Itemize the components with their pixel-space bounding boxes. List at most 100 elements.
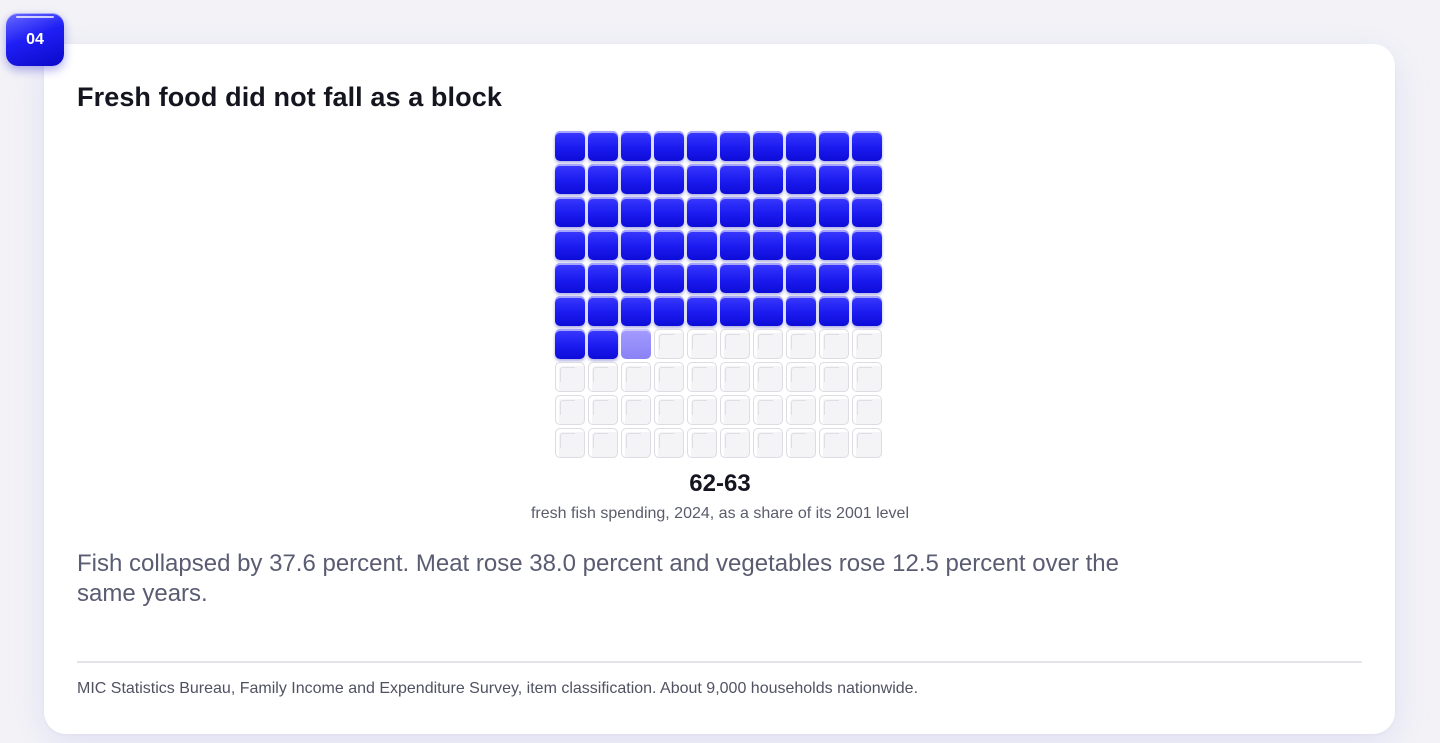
waffle-cell-empty (687, 428, 717, 458)
waffle-cell-filled (588, 296, 618, 326)
waffle-cell-empty (687, 362, 717, 392)
waffle-cell-empty (588, 362, 618, 392)
waffle-cell-empty (819, 362, 849, 392)
waffle-cell-filled (621, 263, 651, 293)
headline-caption: fresh fish spending, 2024, as a share of… (530, 505, 909, 522)
waffle-cell-filled (588, 131, 618, 161)
waffle-cell-empty (720, 329, 750, 359)
waffle-cell-filled (687, 263, 717, 293)
waffle-cell-filled (852, 197, 882, 227)
waffle-cell-empty (687, 329, 717, 359)
waffle-cell-filled (720, 197, 750, 227)
waffle-cell-filled (588, 197, 618, 227)
waffle-cell-empty (819, 428, 849, 458)
waffle-cell-filled (786, 131, 816, 161)
waffle-cell-empty (819, 329, 849, 359)
waffle-cell-filled (555, 263, 585, 293)
waffle-cell-empty (720, 362, 750, 392)
waffle-cell-empty (852, 329, 882, 359)
waffle-cell-filled (786, 263, 816, 293)
waffle-cell-filled (720, 230, 750, 260)
waffle-cell-empty (621, 428, 651, 458)
waffle-cell-empty (654, 428, 684, 458)
waffle-cell-filled (753, 131, 783, 161)
waffle-cell-empty (654, 395, 684, 425)
waffle-cell-filled (720, 263, 750, 293)
waffle-cell-empty (555, 362, 585, 392)
waffle-cell-empty (819, 395, 849, 425)
waffle-cell-filled (654, 197, 684, 227)
waffle-cell-filled (852, 296, 882, 326)
waffle-cell-filled (687, 131, 717, 161)
waffle-cell-empty (720, 395, 750, 425)
waffle-cell-empty (786, 395, 816, 425)
chart-card (44, 44, 1395, 734)
waffle-cell-filled (720, 164, 750, 194)
waffle-cell-filled (753, 197, 783, 227)
waffle-cell-empty (786, 362, 816, 392)
waffle-cell-empty (555, 395, 585, 425)
divider (77, 661, 1362, 663)
waffle-cell-filled (555, 329, 585, 359)
waffle-cell-empty (786, 428, 816, 458)
headline-value: 62-63 (689, 470, 751, 497)
waffle-cell-empty (555, 428, 585, 458)
waffle-cell-filled (555, 230, 585, 260)
waffle-cell-empty (786, 329, 816, 359)
waffle-cell-filled (588, 230, 618, 260)
waffle-cell-filled (654, 164, 684, 194)
waffle-cell-empty (753, 362, 783, 392)
section-number-badge: 04 (6, 13, 64, 66)
waffle-cell-empty (852, 395, 882, 425)
waffle-cell-filled (654, 131, 684, 161)
waffle-cell-filled (819, 197, 849, 227)
waffle-cell-filled (786, 296, 816, 326)
waffle-cell-filled (588, 164, 618, 194)
source-note: MIC Statistics Bureau, Family Income and… (77, 680, 919, 697)
waffle-cell-filled (753, 296, 783, 326)
chart-title: Fresh food did not fall as a block (77, 82, 502, 112)
waffle-cell-filled (753, 230, 783, 260)
waffle-cell-empty (621, 362, 651, 392)
waffle-cell-filled (852, 230, 882, 260)
waffle-cell-filled (621, 197, 651, 227)
waffle-cell-empty (654, 362, 684, 392)
waffle-cell-filled (819, 296, 849, 326)
waffle-cell-filled (687, 296, 717, 326)
waffle-cell-empty (654, 329, 684, 359)
waffle-cell-filled (852, 164, 882, 194)
waffle-cell-empty (852, 428, 882, 458)
waffle-cell-filled (654, 230, 684, 260)
section-number: 04 (26, 30, 44, 48)
waffle-cell-filled (720, 296, 750, 326)
waffle-cell-filled (621, 230, 651, 260)
waffle-cell-filled (720, 131, 750, 161)
waffle-cell-empty (753, 428, 783, 458)
summary-text: Fish collapsed by 37.6 percent. Meat ros… (77, 550, 1119, 607)
waffle-cell-empty (687, 395, 717, 425)
waffle-cell-filled (819, 230, 849, 260)
waffle-cell-filled (555, 131, 585, 161)
waffle-cell-partial (621, 329, 651, 359)
waffle-grid (555, 131, 885, 461)
waffle-cell-filled (588, 263, 618, 293)
waffle-cell-filled (654, 263, 684, 293)
waffle-cell-filled (588, 329, 618, 359)
waffle-cell-filled (819, 164, 849, 194)
waffle-cell-empty (720, 428, 750, 458)
waffle-cell-filled (555, 197, 585, 227)
waffle-cell-empty (852, 362, 882, 392)
waffle-cell-filled (753, 164, 783, 194)
waffle-cell-filled (555, 164, 585, 194)
waffle-cell-filled (786, 230, 816, 260)
waffle-cell-empty (753, 395, 783, 425)
waffle-cell-empty (588, 428, 618, 458)
waffle-cell-filled (852, 263, 882, 293)
waffle-cell-filled (555, 296, 585, 326)
waffle-cell-filled (786, 164, 816, 194)
waffle-cell-empty (588, 395, 618, 425)
waffle-cell-filled (819, 131, 849, 161)
waffle-cell-empty (621, 395, 651, 425)
waffle-cell-filled (687, 164, 717, 194)
waffle-cell-filled (621, 296, 651, 326)
